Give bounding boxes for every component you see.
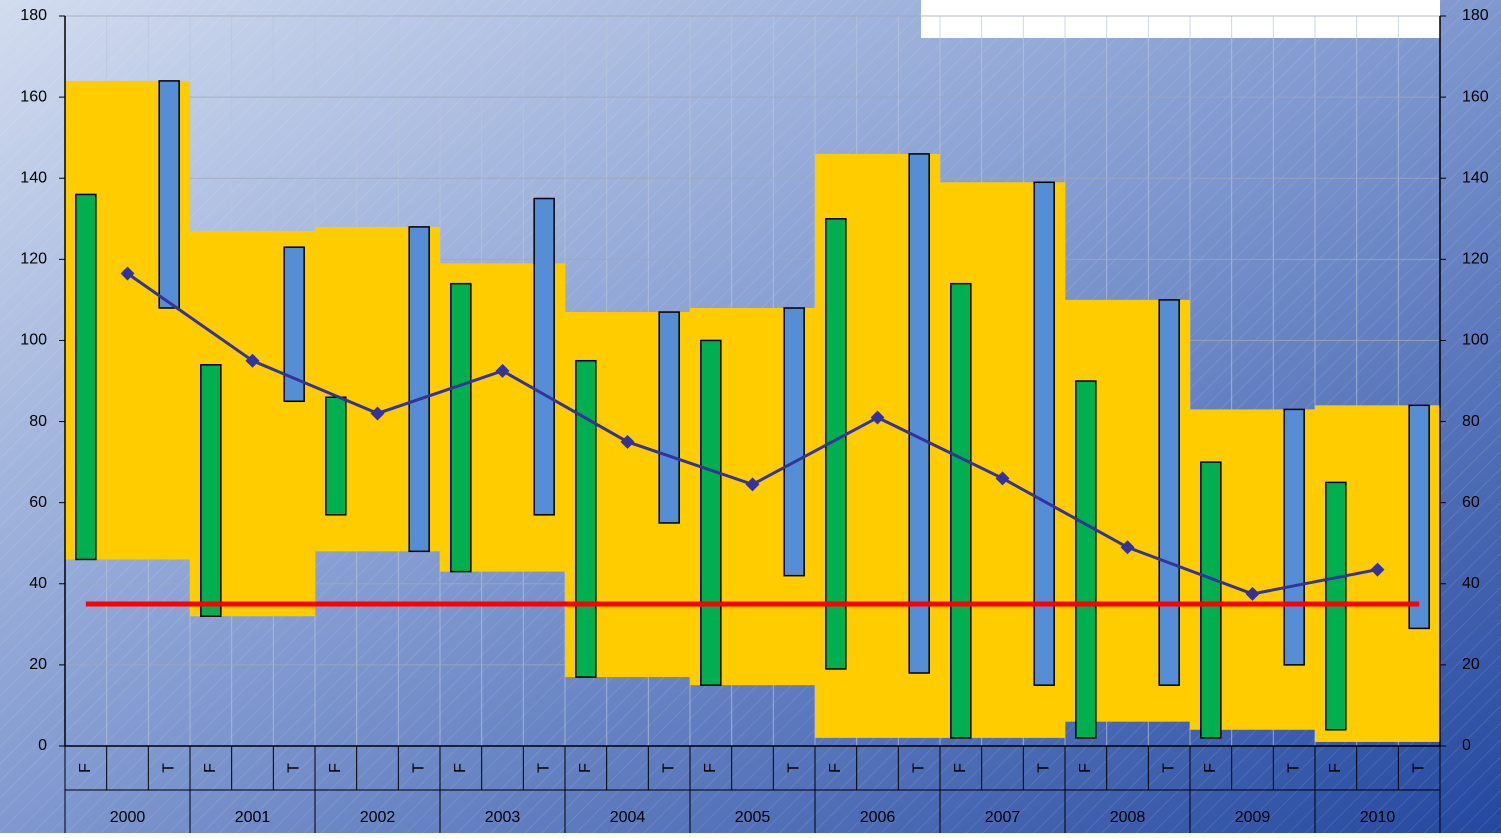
floating-bar bbox=[200, 364, 222, 617]
floating-bar bbox=[533, 197, 555, 516]
floating-bar bbox=[158, 80, 180, 309]
x-position-label: F bbox=[202, 763, 219, 773]
x-category-label: 2008 bbox=[1110, 809, 1146, 826]
x-position-label: F bbox=[77, 763, 94, 773]
line-marker bbox=[245, 353, 260, 368]
floating-bar bbox=[1408, 404, 1430, 630]
y2-tick-label: 160 bbox=[1462, 88, 1489, 105]
y-tick-label: 100 bbox=[20, 332, 47, 349]
y2-tick-label: 80 bbox=[1462, 413, 1480, 430]
x-position-label: F bbox=[1077, 763, 1094, 773]
floating-bar bbox=[1283, 408, 1305, 666]
x-position-label: F bbox=[577, 763, 594, 773]
floating-bar bbox=[75, 193, 97, 561]
floating-bar bbox=[700, 339, 722, 686]
y-tick-label: 140 bbox=[20, 169, 47, 186]
y2-tick-label: 20 bbox=[1462, 656, 1480, 673]
line-marker bbox=[370, 406, 385, 421]
y2-tick-label: 60 bbox=[1462, 494, 1480, 511]
y-tick-label: 120 bbox=[20, 251, 47, 268]
floating-bar bbox=[1033, 181, 1055, 686]
y-tick-label: 0 bbox=[38, 737, 47, 754]
overlay-box bbox=[921, 0, 1440, 38]
line-marker bbox=[1120, 540, 1135, 555]
x-position-label: F bbox=[827, 763, 844, 773]
x-position-label: T bbox=[660, 763, 677, 773]
line-marker bbox=[495, 363, 510, 378]
floating-bar bbox=[408, 226, 430, 553]
y-tick-label: 160 bbox=[20, 88, 47, 105]
line-marker bbox=[620, 434, 635, 449]
x-position-label: T bbox=[785, 763, 802, 773]
x-position-label: F bbox=[952, 763, 969, 773]
x-position-label: T bbox=[910, 763, 927, 773]
line-marker bbox=[870, 410, 885, 425]
floating-bar bbox=[450, 282, 472, 573]
x-category-label: 2009 bbox=[1235, 809, 1271, 826]
y2-tick-label: 120 bbox=[1462, 251, 1489, 268]
y2-tick-label: 40 bbox=[1462, 575, 1480, 592]
x-position-label: F bbox=[1202, 763, 1219, 773]
y-tick-label: 180 bbox=[20, 7, 47, 24]
y2-tick-label: 140 bbox=[1462, 169, 1489, 186]
x-position-label: F bbox=[452, 763, 469, 773]
floating-bar bbox=[1200, 461, 1222, 739]
y2-tick-label: 100 bbox=[1462, 332, 1489, 349]
line-marker bbox=[120, 266, 135, 281]
floating-bar bbox=[575, 359, 597, 678]
x-category-label: 2004 bbox=[610, 809, 646, 826]
x-position-label: T bbox=[1160, 763, 1177, 773]
x-category-label: 2002 bbox=[360, 809, 396, 826]
x-position-label: T bbox=[160, 763, 177, 773]
x-position-label: F bbox=[327, 763, 344, 773]
x-category-label: 2005 bbox=[735, 809, 771, 826]
x-category-label: 2010 bbox=[1360, 809, 1396, 826]
x-position-label: F bbox=[1327, 763, 1344, 773]
floating-bar bbox=[325, 396, 347, 516]
x-category-label: 2003 bbox=[485, 809, 521, 826]
floating-bar bbox=[950, 282, 972, 739]
x-position-label: T bbox=[285, 763, 302, 773]
floating-bar bbox=[1075, 380, 1097, 739]
x-position-label: T bbox=[1285, 763, 1302, 773]
y-tick-label: 20 bbox=[29, 656, 47, 673]
x-position-label: F bbox=[702, 763, 719, 773]
x-position-label: T bbox=[535, 763, 552, 773]
floating-bar bbox=[658, 311, 680, 524]
floating-bar bbox=[283, 246, 305, 403]
line-marker bbox=[1245, 586, 1260, 601]
y-tick-label: 60 bbox=[29, 494, 47, 511]
x-position-label: T bbox=[1410, 763, 1427, 773]
floating-bar bbox=[1158, 299, 1180, 686]
floating-bar bbox=[783, 307, 805, 577]
x-category-label: 2007 bbox=[985, 809, 1021, 826]
x-category-label: 2000 bbox=[110, 809, 146, 826]
y-tick-label: 40 bbox=[29, 575, 47, 592]
x-position-label: T bbox=[410, 763, 427, 773]
y2-tick-label: 180 bbox=[1462, 7, 1489, 24]
x-category-label: 2001 bbox=[235, 809, 271, 826]
x-position-label: T bbox=[1035, 763, 1052, 773]
floating-bar bbox=[908, 153, 930, 674]
line-marker bbox=[995, 471, 1010, 486]
line-marker bbox=[745, 477, 760, 492]
x-category-label: 2006 bbox=[860, 809, 896, 826]
y-tick-label: 80 bbox=[29, 413, 47, 430]
line-marker bbox=[1370, 562, 1385, 577]
y2-tick-label: 0 bbox=[1462, 737, 1471, 754]
